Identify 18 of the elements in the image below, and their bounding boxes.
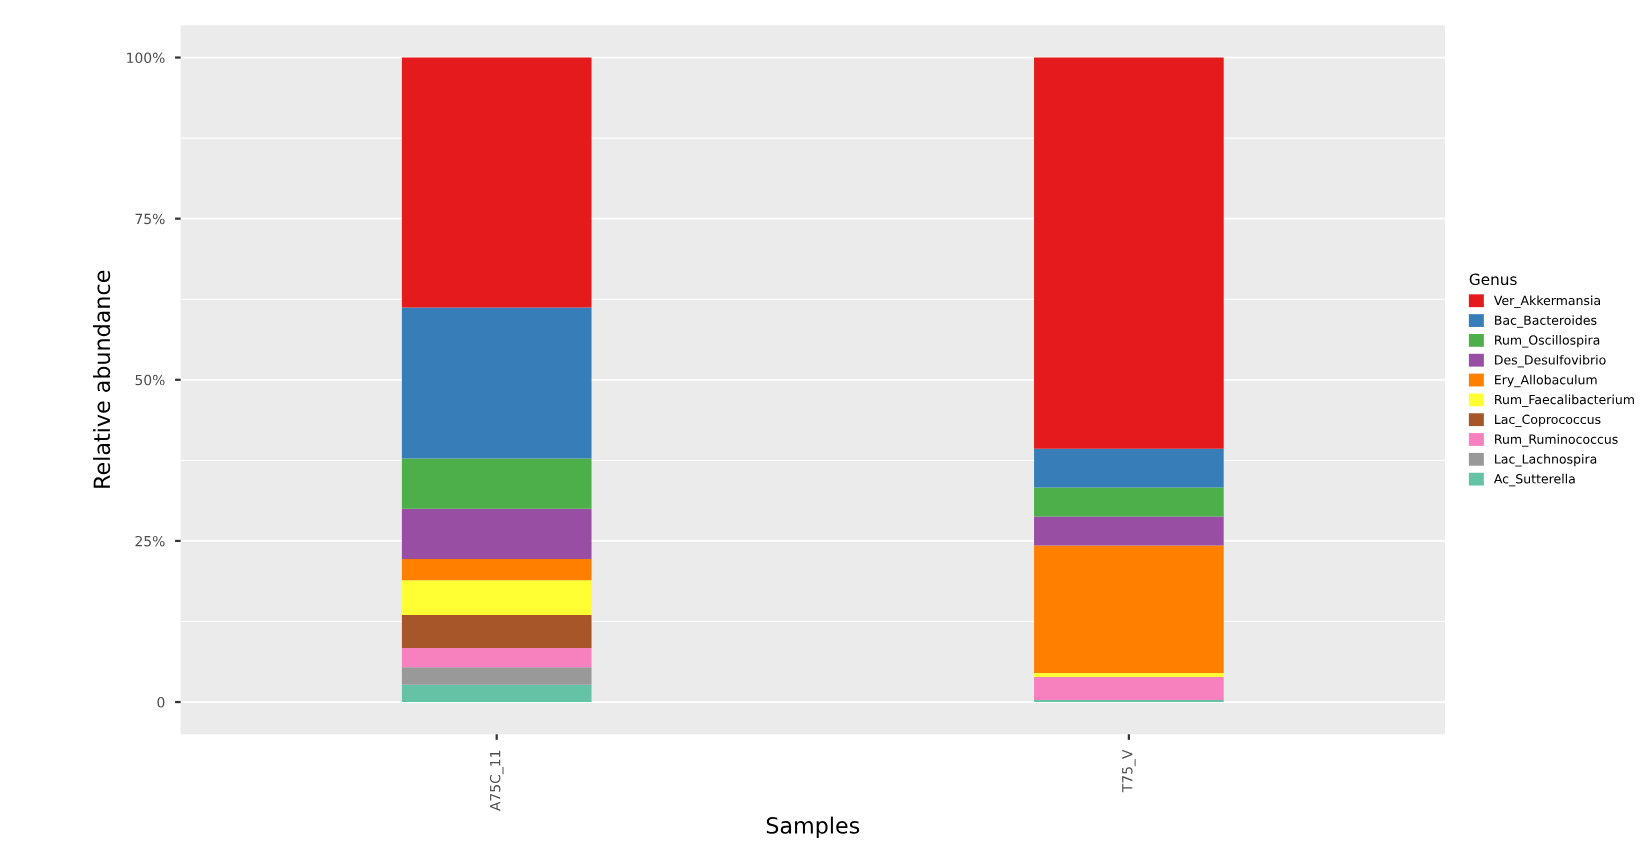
bar <box>1034 545 1224 674</box>
bar <box>401 647 592 668</box>
bar <box>1034 487 1224 517</box>
bar <box>401 458 592 509</box>
bar <box>401 307 592 459</box>
bar <box>401 615 592 648</box>
x-axis-title: Samples <box>766 816 860 839</box>
bar <box>401 684 592 703</box>
bar <box>1034 516 1224 546</box>
bar <box>401 558 592 581</box>
bar <box>401 508 592 559</box>
bar <box>1034 57 1224 449</box>
bar <box>401 580 592 616</box>
bar <box>401 667 592 685</box>
bar <box>401 57 592 308</box>
bar <box>1034 448 1224 488</box>
bar <box>1034 676 1224 701</box>
y-axis-title: Relative abundance <box>93 270 111 488</box>
